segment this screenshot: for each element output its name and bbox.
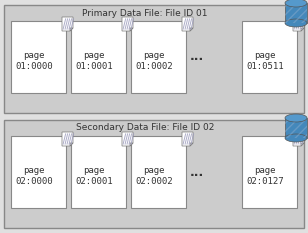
Polygon shape [62,17,73,31]
Text: page
02:0000: page 02:0000 [15,166,53,186]
Text: Primary Data File: File ID 01: Primary Data File: File ID 01 [82,8,208,17]
Polygon shape [301,143,304,146]
Bar [285,118,307,138]
Text: page
02:0001: page 02:0001 [75,166,113,186]
Text: ...: ... [189,51,204,64]
Polygon shape [130,143,133,146]
Bar [4,120,304,228]
Polygon shape [190,28,193,31]
Polygon shape [182,132,193,146]
Polygon shape [293,17,304,31]
Bar [4,5,304,113]
Text: Secondary Data File: File ID 02: Secondary Data File: File ID 02 [76,123,214,133]
Polygon shape [182,17,193,31]
Ellipse shape [285,114,307,122]
Polygon shape [301,28,304,31]
Text: page
01:0000: page 01:0000 [15,51,53,71]
Bar [71,21,126,93]
Polygon shape [122,132,133,146]
Polygon shape [293,132,304,146]
Bar [71,136,126,208]
Text: ...: ... [189,165,204,178]
Polygon shape [62,132,73,146]
Bar [242,21,297,93]
Bar [285,3,307,23]
Text: page
02:0002: page 02:0002 [135,166,173,186]
Text: page
01:0002: page 01:0002 [135,51,173,71]
Text: page
01:0001: page 01:0001 [75,51,113,71]
Bar [285,118,307,138]
Text: page
01:0511: page 01:0511 [246,51,284,71]
Bar [11,21,66,93]
Polygon shape [70,28,73,31]
Polygon shape [130,28,133,31]
Ellipse shape [285,19,307,27]
Ellipse shape [285,134,307,142]
Ellipse shape [285,0,307,7]
Text: page
02:0127: page 02:0127 [246,166,284,186]
Polygon shape [70,143,73,146]
Bar [131,136,186,208]
Polygon shape [122,17,133,31]
Bar [285,3,307,23]
Bar [242,136,297,208]
Bar [11,136,66,208]
Polygon shape [190,143,193,146]
Bar [131,21,186,93]
